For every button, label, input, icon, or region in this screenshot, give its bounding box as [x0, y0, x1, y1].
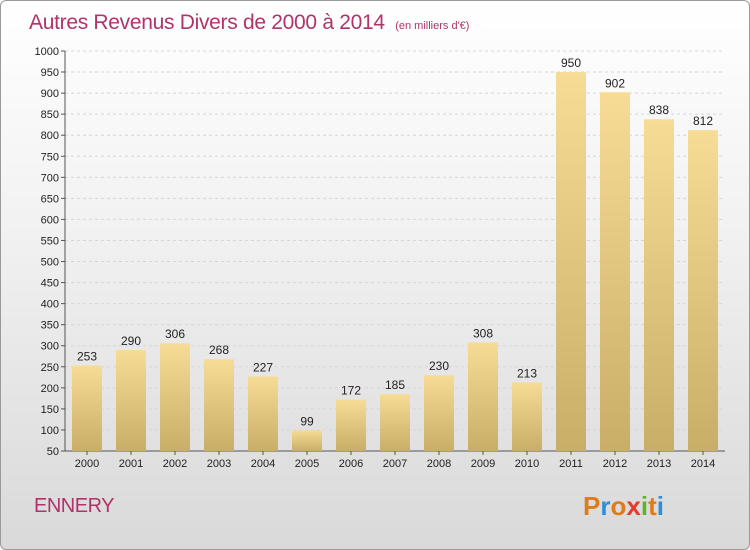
value-label-2004: 227	[253, 360, 273, 374]
x-tick-label-2006: 2006	[339, 458, 363, 470]
chart-unit: (en milliers d'€)	[395, 20, 470, 32]
logo-letter: t	[648, 491, 657, 521]
bar-2011	[556, 72, 586, 451]
y-tick-label: 550	[41, 235, 59, 247]
bar-2008	[424, 375, 454, 451]
bar-2009	[468, 342, 498, 451]
value-label-2002: 306	[165, 327, 185, 341]
y-tick-label: 200	[41, 383, 59, 395]
y-tick-label: 750	[41, 151, 59, 163]
y-tick-label: 100	[41, 425, 59, 437]
logo-letter: r	[600, 491, 611, 521]
bar-2014	[688, 130, 718, 451]
y-tick-label: 800	[41, 130, 59, 142]
x-tick-label-2003: 2003	[207, 458, 231, 470]
x-tick-label-2009: 2009	[471, 458, 495, 470]
bar-2004	[248, 376, 278, 451]
bars	[72, 72, 718, 452]
y-tick-label: 50	[47, 446, 59, 458]
x-tick-label-2001: 2001	[119, 458, 143, 470]
y-tick-label: 250	[41, 362, 59, 374]
value-label-2013: 838	[649, 103, 669, 117]
x-tick-label-2002: 2002	[163, 458, 187, 470]
x-tick-label-2008: 2008	[427, 458, 451, 470]
bar-2000	[72, 365, 102, 451]
x-tick-label-2004: 2004	[251, 458, 275, 470]
x-tick-label-2014: 2014	[691, 458, 715, 470]
value-label-2005: 99	[300, 414, 314, 428]
bar-2006	[336, 399, 366, 451]
bar-2005	[292, 430, 322, 451]
value-label-2011: 950	[561, 56, 581, 70]
x-tick-label-2010: 2010	[515, 458, 539, 470]
x-tick-label-2005: 2005	[295, 458, 319, 470]
value-label-2014: 812	[693, 114, 713, 128]
logo-letter: i	[640, 491, 649, 521]
x-tick-label-2007: 2007	[383, 458, 407, 470]
logo-letter: x	[626, 491, 641, 521]
y-tick-label: 900	[41, 88, 59, 100]
bar-2010	[512, 382, 542, 451]
x-tick-label-2012: 2012	[603, 458, 627, 470]
y-tick-label: 450	[41, 278, 59, 290]
bar-2003	[204, 359, 234, 451]
y-tick-label: 300	[41, 341, 59, 353]
logo-letter: P	[583, 491, 601, 521]
value-label-2007: 185	[385, 378, 405, 392]
value-label-2000: 253	[77, 350, 97, 364]
bar-2001	[116, 349, 146, 451]
commune-name: ENNERY	[34, 495, 115, 517]
chart-title-text: Autres Revenus Divers de 2000 à 2014	[29, 11, 385, 34]
value-label-2006: 172	[341, 384, 361, 398]
logo-letter: o	[610, 491, 627, 521]
bar-2002	[160, 343, 190, 451]
y-tick-label: 700	[41, 172, 59, 184]
labels: 50 100 150 200 250 300 350 400 450 500 550 600 650 70…	[35, 46, 716, 470]
y-tick-label: 500	[41, 257, 59, 269]
bar-2007	[380, 394, 410, 451]
bar-2013	[644, 119, 674, 452]
y-tick-label: 950	[41, 67, 59, 79]
x-tick-label-2011: 2011	[559, 458, 583, 470]
proxiti-logo: Proxiti	[583, 491, 664, 522]
y-tick-label: 150	[41, 404, 59, 416]
y-tick-label: 1000	[35, 46, 59, 58]
value-label-2008: 230	[429, 359, 449, 373]
x-tick-label-2000: 2000	[75, 458, 99, 470]
x-tick-label-2013: 2013	[647, 458, 671, 470]
value-label-2012: 902	[605, 76, 625, 90]
y-tick-label: 400	[41, 299, 59, 311]
value-label-2003: 268	[209, 343, 229, 357]
logo-letter: i	[656, 491, 664, 521]
chart-title: Autres Revenus Divers de 2000 à 2014 (en…	[29, 11, 469, 35]
value-label-2009: 308	[473, 326, 493, 340]
y-tick-label: 650	[41, 193, 59, 205]
y-tick-label: 600	[41, 214, 59, 226]
bar-2012	[600, 92, 630, 452]
y-tick-label: 350	[41, 320, 59, 332]
y-tick-label: 850	[41, 109, 59, 121]
value-label-2001: 290	[121, 334, 141, 348]
value-label-2010: 213	[517, 366, 537, 380]
